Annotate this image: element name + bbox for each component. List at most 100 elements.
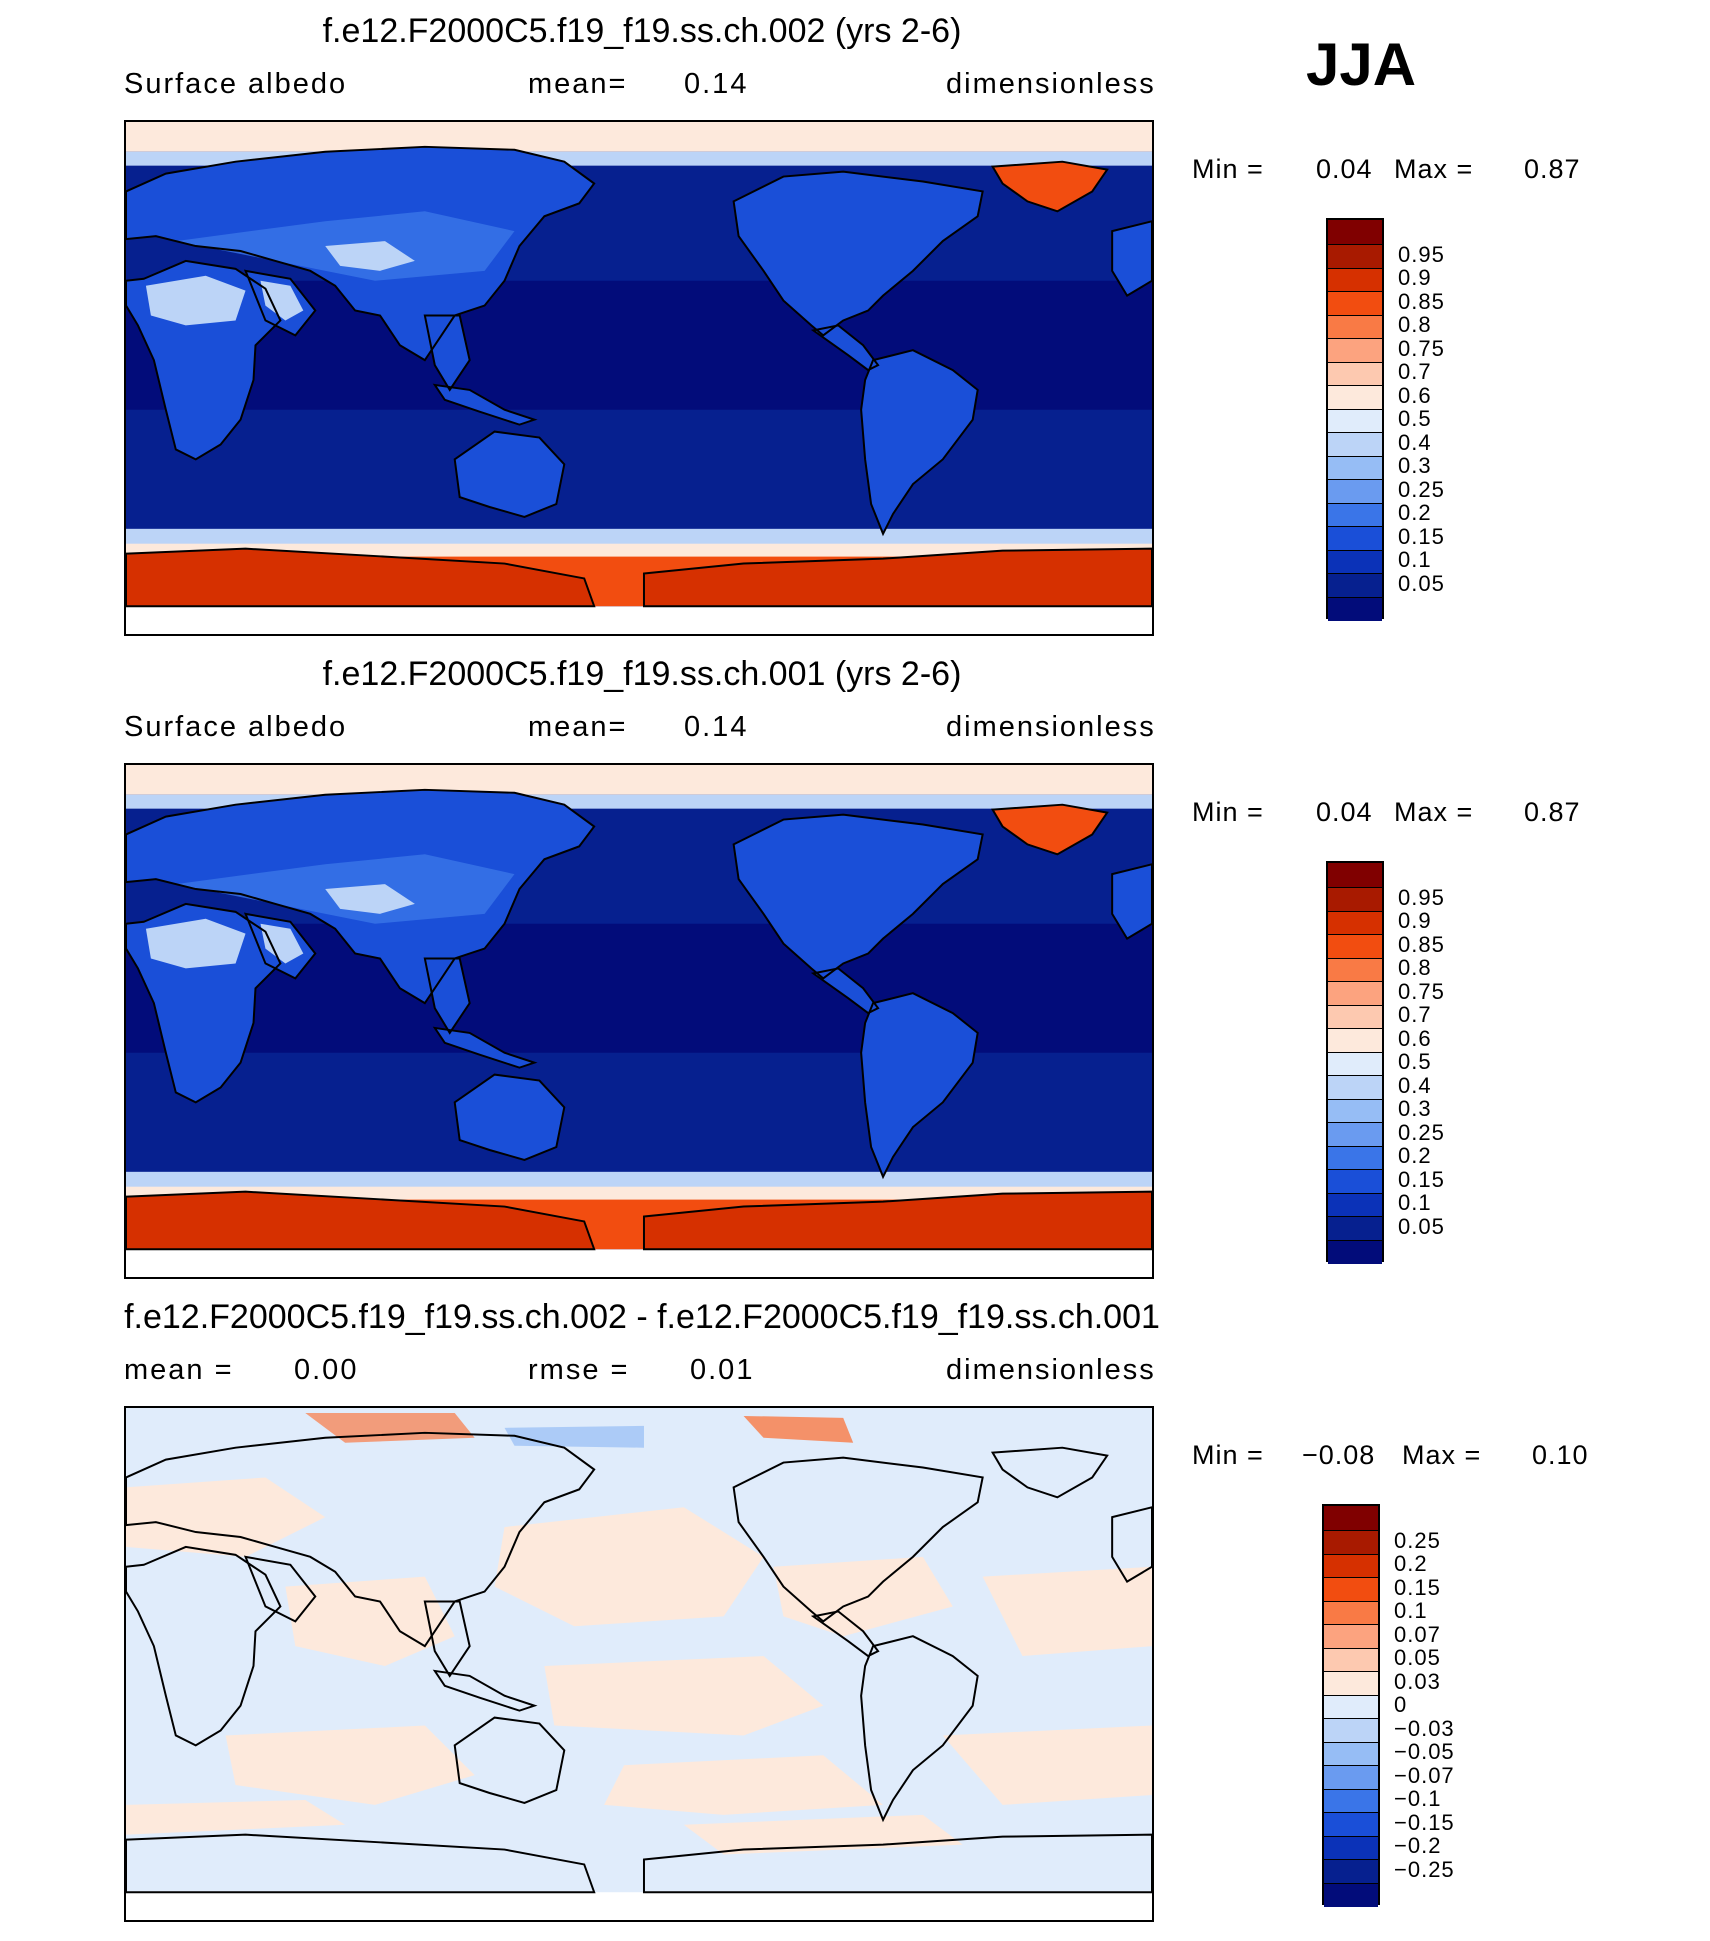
south-america-landmass-coastline xyxy=(860,992,979,1180)
min-value: −0.08 xyxy=(1302,1440,1376,1470)
colorbar-label: 0.2 xyxy=(1398,500,1432,526)
indonesia-landmass-coastline xyxy=(432,1026,538,1069)
australia-landmass-fill xyxy=(454,431,565,517)
australia-landmass-coastline xyxy=(453,1073,566,1161)
europe-west-landmass-coastline xyxy=(1111,220,1152,298)
colorbar-swatch xyxy=(1324,1695,1378,1719)
units-label: dimensionless xyxy=(946,68,1156,100)
colorbar-label: 0.25 xyxy=(1398,1119,1445,1145)
south-america-landmass-coastline xyxy=(860,349,979,537)
variable-label: Surface albedo xyxy=(124,68,348,100)
indochina-landmass-fill xyxy=(424,958,470,1033)
antarctic-sea-ice-margin xyxy=(126,1186,1152,1201)
africa-landmass-coastline xyxy=(126,1545,282,1747)
panel-title: f.e12.F2000C5.f19_f19.ss.ch.002 - f.e12.… xyxy=(124,1298,1160,1336)
colorbar-label: 0.85 xyxy=(1398,288,1445,314)
colorbar-boxes xyxy=(1326,861,1384,1264)
colorbar-swatch xyxy=(1324,1789,1378,1813)
colorbar-swatch xyxy=(1324,1601,1378,1625)
colorbar-label: 0.5 xyxy=(1398,1049,1432,1075)
colorbar-swatch xyxy=(1324,1506,1378,1531)
europe-west-landmass-fill xyxy=(1112,221,1152,296)
south-america-landmass-fill xyxy=(861,993,978,1177)
colorbar-swatch xyxy=(1328,433,1382,457)
africa-landmass-coastline xyxy=(126,902,282,1104)
colorbar-label: 0.15 xyxy=(1394,1574,1441,1600)
colorbar-swatch xyxy=(1328,1099,1382,1123)
colorbar-label: −0.05 xyxy=(1394,1739,1455,1765)
central-america-landmass-coastline xyxy=(810,967,880,1015)
colorbar-label: 0.4 xyxy=(1398,429,1432,455)
albedo-map xyxy=(124,120,1154,636)
max-label: Max = xyxy=(1394,797,1474,827)
arctic-sea-ice xyxy=(126,765,1152,795)
colorbar-swatch xyxy=(1328,1170,1382,1194)
colorbar-swatch xyxy=(1328,1005,1382,1029)
colorbar-swatch xyxy=(1324,1672,1378,1696)
colorbar-swatch xyxy=(1328,1123,1382,1147)
mean-value: 0.14 xyxy=(684,68,749,100)
colorbar-swatch xyxy=(1328,220,1382,245)
antarctica-landmass-coastline xyxy=(126,1833,1152,1894)
units-label: dimensionless xyxy=(946,1354,1156,1386)
colorbar-label: 0.3 xyxy=(1398,1096,1432,1122)
europe-west-landmass-coastline xyxy=(1111,863,1152,941)
min-value: 0.04 xyxy=(1316,154,1373,184)
antarctic-ice-edge xyxy=(126,1171,1152,1190)
colorbar-label: 0.15 xyxy=(1398,1166,1445,1192)
difference-map xyxy=(124,1406,1154,1922)
colorbar-swatch xyxy=(1324,1813,1378,1837)
colorbar-swatch xyxy=(1328,597,1382,621)
colorbar-swatch xyxy=(1324,1531,1378,1555)
map-canvas xyxy=(126,122,1152,634)
panel-title: f.e12.F2000C5.f19_f19.ss.ch.002 (yrs 2-6… xyxy=(322,12,962,50)
colorbar-label: 0.6 xyxy=(1398,1025,1432,1051)
colorbar-label: 0.95 xyxy=(1398,884,1445,910)
max-value: 0.87 xyxy=(1524,797,1581,827)
colorbar-label: 0.75 xyxy=(1398,335,1445,361)
colorbar-swatch xyxy=(1328,1217,1382,1241)
colorbar-swatch xyxy=(1328,362,1382,386)
min-label: Min = xyxy=(1192,154,1264,184)
colorbar-swatch xyxy=(1328,935,1382,959)
colorbar-label: 0.95 xyxy=(1398,241,1445,267)
indonesia-landmass-coastline xyxy=(432,383,538,426)
colorbar-label: −0.25 xyxy=(1394,1856,1455,1882)
mean-label: mean= xyxy=(528,68,628,100)
positive-anomaly-region xyxy=(126,1799,346,1835)
colorbar-swatch xyxy=(1328,982,1382,1006)
colorbar-swatch xyxy=(1324,1766,1378,1790)
colorbar-label: 0.1 xyxy=(1398,1190,1432,1216)
indochina-landmass-fill xyxy=(424,315,470,390)
antarctica-landmass-fill xyxy=(126,1191,1152,1250)
colorbar-swatch xyxy=(1328,456,1382,480)
colorbar-label: 0.15 xyxy=(1398,523,1445,549)
eurasia-landmass-coastline xyxy=(126,1431,596,1648)
positive-anomaly-region xyxy=(494,1507,764,1627)
map-canvas xyxy=(126,1408,1152,1920)
africa-landmass-coastline xyxy=(126,259,282,461)
colorbar-label: 0.85 xyxy=(1398,931,1445,957)
indochina-landmass-coastline xyxy=(423,1600,471,1678)
colorbar-swatch xyxy=(1328,339,1382,363)
season-label: JJA xyxy=(1306,31,1417,98)
max-value: 0.10 xyxy=(1532,1440,1589,1470)
colorbar-label: −0.07 xyxy=(1394,1762,1455,1788)
colorbar-label: 0.8 xyxy=(1398,312,1432,338)
positive-anomaly-region xyxy=(225,1725,475,1805)
south-america-landmass-coastline xyxy=(860,1635,979,1823)
colorbar-swatch xyxy=(1328,315,1382,339)
colorbar-label: −0.2 xyxy=(1394,1833,1442,1859)
positive-anomaly-region xyxy=(942,1725,1152,1805)
arabia-landmass-coastline xyxy=(243,1555,317,1623)
north-america-landmass-fill xyxy=(733,171,983,336)
colorbar-label: 0.4 xyxy=(1398,1072,1432,1098)
arctic-positive-anomaly xyxy=(305,1412,475,1443)
colorbar-swatch xyxy=(1324,1578,1378,1602)
colorbar-label: 0 xyxy=(1394,1692,1408,1718)
max-value: 0.87 xyxy=(1524,154,1581,184)
tibet-region xyxy=(325,884,415,914)
colorbar-label: 0.05 xyxy=(1398,570,1445,596)
colorbar-swatch xyxy=(1328,863,1382,888)
